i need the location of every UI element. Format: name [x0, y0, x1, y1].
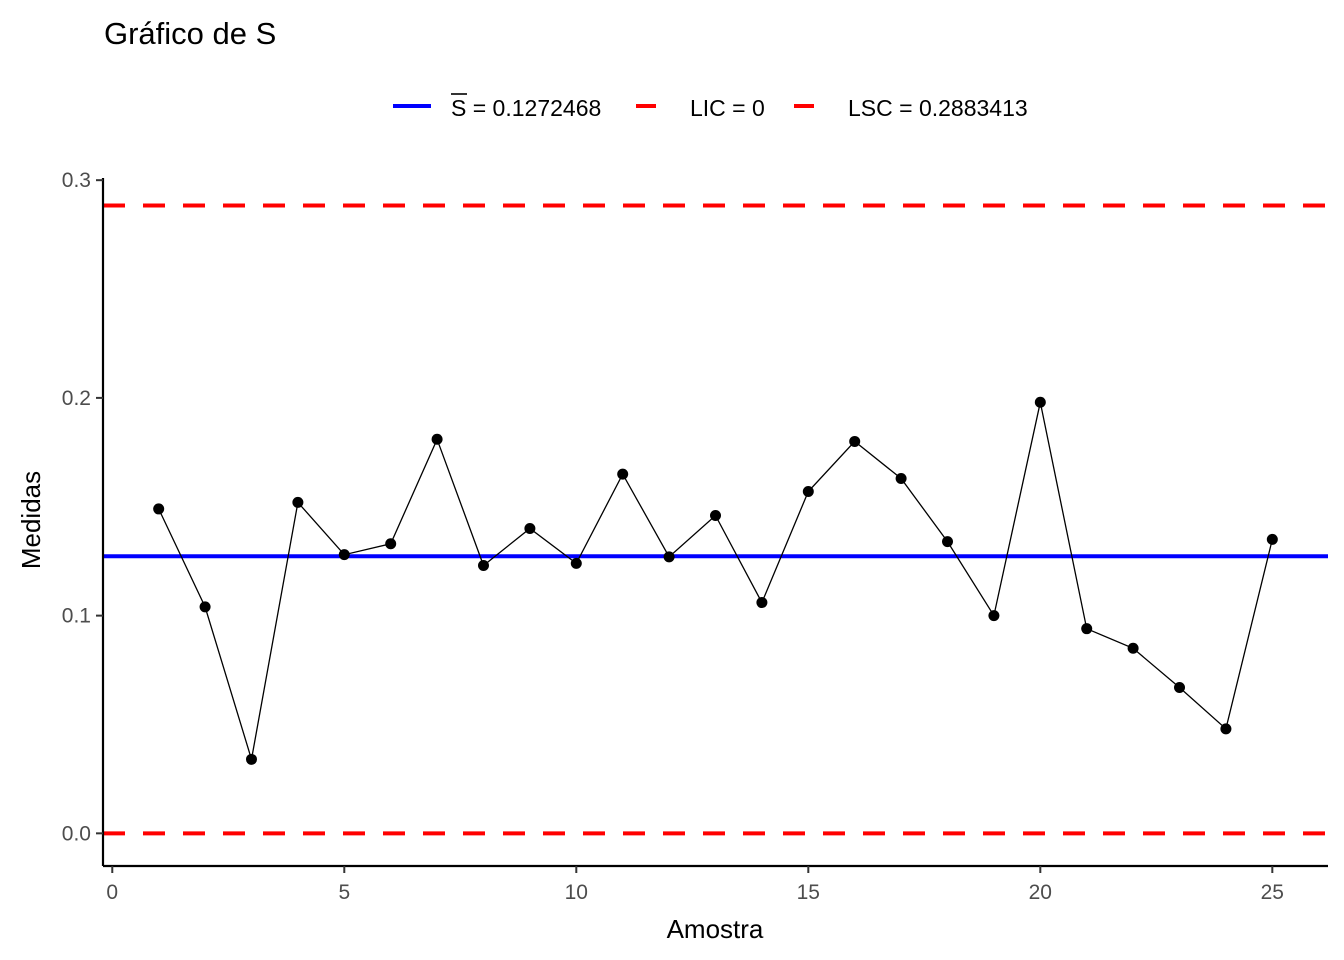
data-point [431, 433, 443, 445]
data-point [199, 601, 211, 613]
data-point [895, 472, 907, 484]
data-point [245, 753, 257, 765]
legend-label-s-bar: S = 0.1272468 [451, 95, 601, 121]
x-tick-label: 5 [338, 881, 350, 904]
y-tick-label: 0.2 [62, 387, 91, 410]
legend-value: = 0.1272468 [466, 95, 601, 121]
legend-label-lic: LIC = 0 [690, 95, 765, 121]
y-tick-label: 0.1 [62, 605, 91, 628]
data-point [570, 557, 582, 569]
data-point [802, 486, 814, 498]
data-point [153, 503, 165, 515]
data-point [942, 536, 954, 548]
legend: S = 0.1272468 LIC = 0 LSC = 0.2883413 [393, 93, 1028, 121]
data-point [988, 610, 1000, 622]
x-axis-title: Amostra [667, 914, 764, 944]
data-point [1220, 723, 1232, 735]
x-axis-ticks: 0 5 10 15 20 25 [106, 866, 1284, 904]
series-line [158, 402, 1273, 760]
data-point [477, 560, 489, 572]
y-tick-label: 0.0 [62, 822, 91, 845]
data-point [1127, 642, 1139, 654]
data-point [292, 496, 304, 508]
x-tick-label: 25 [1261, 881, 1284, 904]
x-tick-label: 15 [797, 881, 820, 904]
data-point [1174, 681, 1186, 693]
y-axis-title: Medidas [16, 471, 46, 569]
data-point [385, 538, 397, 550]
control-limit-lines [103, 203, 1328, 836]
data-point [1081, 623, 1093, 635]
data-point [710, 509, 721, 521]
data-point [849, 435, 861, 447]
legend-symbol-s: S [451, 95, 466, 121]
data-point [338, 549, 350, 561]
data-point [617, 468, 629, 480]
x-tick-label: 0 [106, 881, 118, 904]
y-tick-label: 0.3 [62, 169, 91, 192]
x-tick-label: 10 [565, 881, 588, 904]
data-point [663, 551, 675, 563]
data-point [756, 597, 768, 609]
data-series [153, 396, 1278, 765]
data-point [524, 523, 536, 535]
x-tick-label: 20 [1029, 881, 1052, 904]
y-axis-ticks: 0.0 0.1 0.2 0.3 [62, 169, 103, 845]
data-point [1266, 533, 1278, 545]
data-point [1034, 396, 1046, 408]
legend-label-lsc: LSC = 0.2883413 [848, 95, 1028, 121]
chart-title: Gráfico de S [104, 16, 276, 51]
